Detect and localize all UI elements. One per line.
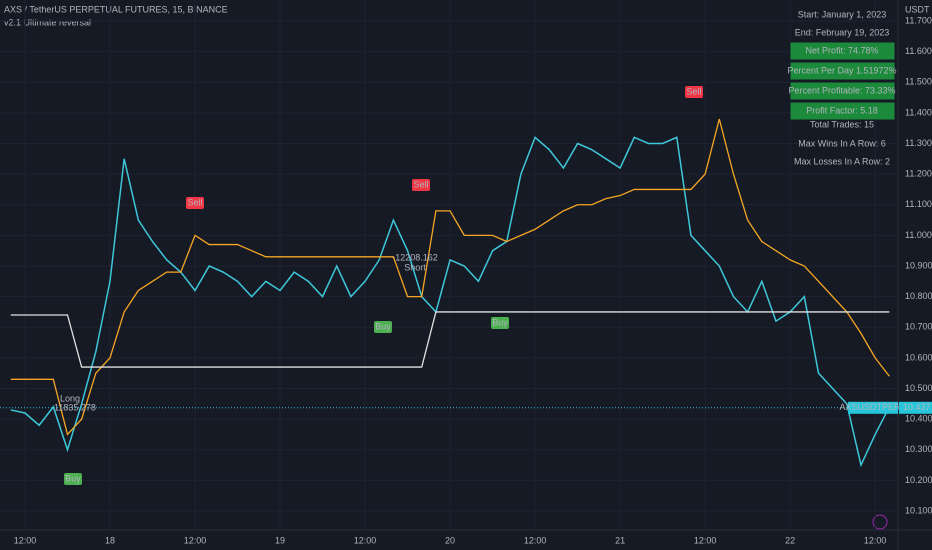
signal-label: Sell <box>413 179 428 189</box>
y-tick-label: 11.100 <box>905 199 932 209</box>
trade-label: 11835.278 <box>54 402 96 412</box>
signal-badge <box>186 197 204 209</box>
stats-text: Total Trades: 15 <box>810 119 874 129</box>
y-tick-label: 11.400 <box>905 107 932 117</box>
stats-cell <box>789 61 896 81</box>
chart-title: AXS / TetherUS PERPETUAL FUTURES, 15, BI… <box>4 4 228 14</box>
x-tick-label: 12:00 <box>184 535 207 545</box>
y-tick-label: 11.500 <box>905 77 932 87</box>
trade-label: -12208.162 <box>392 252 438 262</box>
y-tick-label: 10.800 <box>905 291 932 301</box>
stats-text: Net Profit: 74.78% <box>805 45 878 55</box>
stats-cell <box>789 41 896 61</box>
x-tick-label: 19 <box>275 535 285 545</box>
price-tag-symbol: AXSUSDTPERP <box>839 402 906 412</box>
x-tick-label: 12:00 <box>694 535 717 545</box>
stats-text: Percent Profitable: 73.33% <box>788 85 895 95</box>
y-tick-label: 11.300 <box>905 138 932 148</box>
signal-badge <box>374 321 392 333</box>
y-tick-label: 10.500 <box>905 383 932 393</box>
x-tick-label: 12:00 <box>524 535 547 545</box>
signal-badge <box>491 317 509 329</box>
stats-text: Profit Factor: 5.18 <box>806 105 878 115</box>
x-tick-label: 12:00 <box>354 535 377 545</box>
stats-text: Percent Per Day 1.51972% <box>787 65 896 75</box>
y-tick-label: 10.200 <box>905 475 932 485</box>
y-tick-label: 11.200 <box>905 169 932 179</box>
series-line <box>10 136 891 468</box>
y-tick-label: 10.700 <box>905 322 932 332</box>
y-axis-label: USDT <box>905 4 930 14</box>
stats-cell <box>789 81 896 101</box>
x-tick-label: 12:00 <box>14 535 37 545</box>
price-tag-bg <box>848 401 898 414</box>
signal-badge <box>685 86 703 98</box>
price-tag-value: 10.437 <box>903 402 931 412</box>
y-tick-label: 10.400 <box>905 414 932 424</box>
stats-cell <box>789 101 896 121</box>
y-tick-label: 11.600 <box>905 46 932 56</box>
signal-badge <box>412 179 430 191</box>
signal-label: Buy <box>375 321 391 331</box>
x-tick-label: 20 <box>445 535 455 545</box>
trade-label: Short <box>404 262 426 272</box>
y-tick-label: 10.100 <box>905 505 932 515</box>
signal-label: Buy <box>65 473 81 483</box>
signal-badge <box>64 473 82 485</box>
y-tick-label: 10.300 <box>905 444 932 454</box>
series-line <box>10 311 890 368</box>
x-tick-label: 21 <box>615 535 625 545</box>
y-tick-label: 11.700 <box>905 15 932 25</box>
price-tag-value-bg <box>899 401 932 414</box>
signal-label: Sell <box>686 86 701 96</box>
chart-subtitle: v2.1 Ultimate reversal <box>4 17 91 27</box>
stats-text: Start: January 1, 2023 <box>798 9 887 19</box>
stats-text: Max Wins In A Row: 6 <box>798 138 886 148</box>
signal-label: Buy <box>492 317 508 327</box>
x-tick-label: 12:00 <box>864 535 887 545</box>
stats-text: Max Losses In A Row: 2 <box>794 156 890 166</box>
lightning-icon[interactable] <box>872 514 888 530</box>
x-tick-label: 18 <box>105 535 115 545</box>
y-tick-label: 10.900 <box>905 260 932 270</box>
y-tick-label: 10.600 <box>905 352 932 362</box>
signal-label: Sell <box>187 197 202 207</box>
y-tick-label: 11.000 <box>905 230 932 240</box>
x-tick-label: 22 <box>785 535 795 545</box>
series-line <box>10 118 890 436</box>
trade-label: Long <box>60 393 80 403</box>
stats-text: End: February 19, 2023 <box>795 27 890 37</box>
